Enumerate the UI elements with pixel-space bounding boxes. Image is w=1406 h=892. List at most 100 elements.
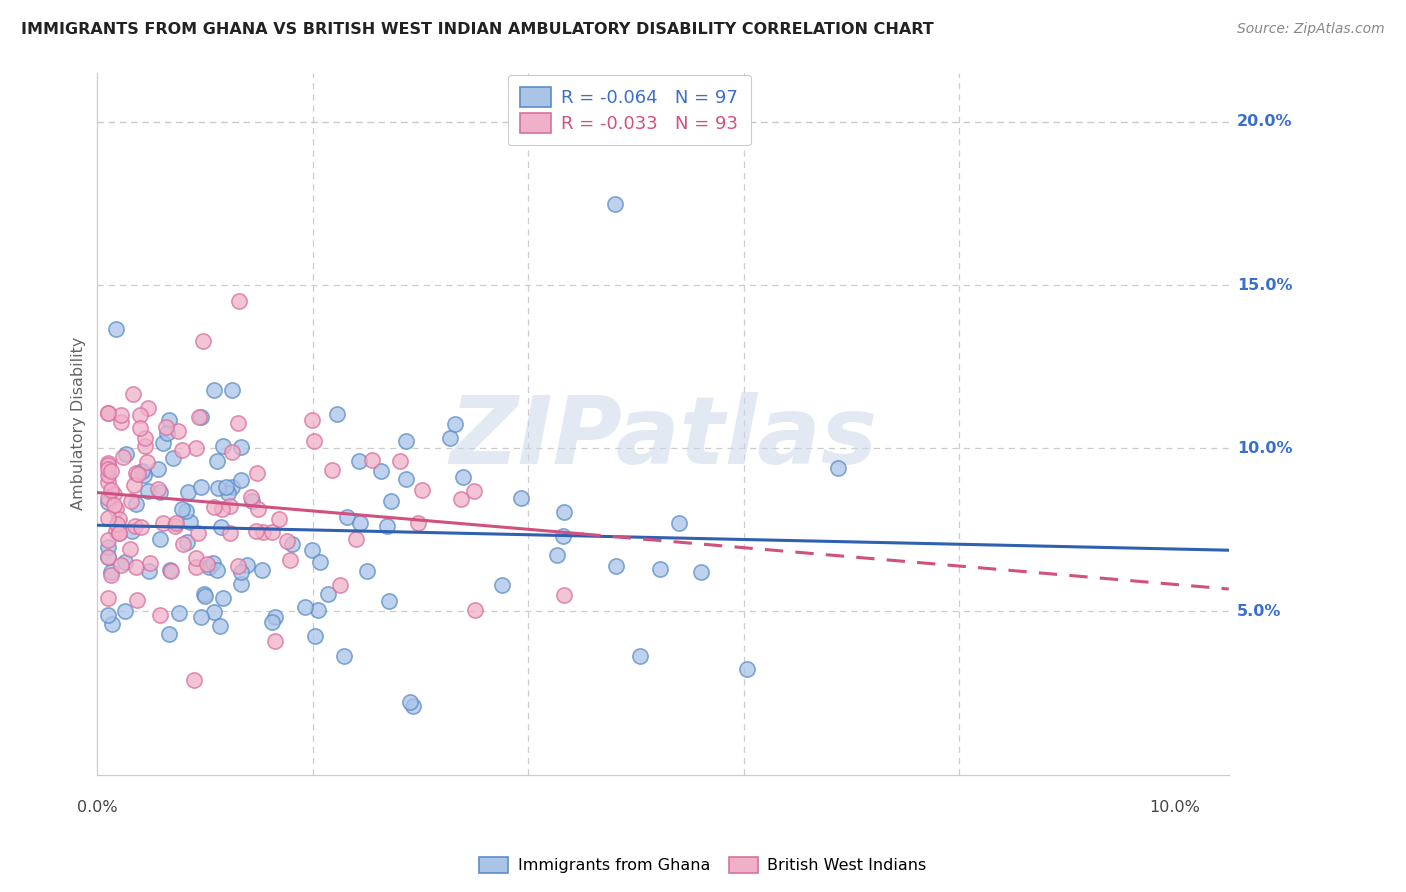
Point [228, 294, 250, 309]
Point [184, 560, 207, 574]
Point [157, 627, 180, 641]
Point [205, 454, 228, 468]
Point [294, 599, 316, 614]
Point [97, 458, 120, 472]
Point [127, 467, 149, 482]
Point [211, 439, 233, 453]
Point [236, 558, 259, 572]
Point [176, 534, 198, 549]
Text: 15.0%: 15.0% [1237, 277, 1292, 293]
Point [406, 516, 429, 530]
Point [97, 550, 120, 565]
Point [125, 560, 148, 574]
Point [464, 603, 486, 617]
Point [208, 619, 231, 633]
Point [668, 516, 690, 530]
Point [193, 587, 215, 601]
Point [551, 529, 574, 543]
Point [97, 550, 120, 565]
Point [247, 501, 270, 516]
Point [165, 516, 187, 531]
Point [264, 633, 287, 648]
Point [229, 566, 252, 580]
Point [307, 603, 329, 617]
Point [229, 473, 252, 487]
Point [344, 532, 367, 546]
Legend: R = -0.064   N = 97, R = -0.033   N = 93: R = -0.064 N = 97, R = -0.033 N = 93 [508, 75, 751, 145]
Point [100, 483, 122, 498]
Point [336, 510, 359, 524]
Point [124, 478, 146, 492]
Point [159, 563, 181, 577]
Point [166, 424, 188, 438]
Point [148, 483, 170, 497]
Point [115, 447, 138, 461]
Point [737, 662, 759, 676]
Point [188, 410, 211, 425]
Point [231, 440, 253, 454]
Point [378, 594, 401, 608]
Point [125, 466, 148, 480]
Point [443, 417, 465, 432]
Point [97, 591, 120, 605]
Point [375, 519, 398, 533]
Point [221, 481, 243, 495]
Point [221, 384, 243, 398]
Point [136, 401, 159, 416]
Point [131, 464, 153, 478]
Point [278, 553, 301, 567]
Point [402, 698, 425, 713]
Point [333, 648, 356, 663]
Point [226, 416, 249, 430]
Point [605, 558, 627, 573]
Point [128, 408, 150, 422]
Point [361, 453, 384, 467]
Point [125, 497, 148, 511]
Point [104, 502, 127, 516]
Point [152, 436, 174, 450]
Point [103, 486, 125, 500]
Point [264, 610, 287, 624]
Point [186, 441, 208, 455]
Point [139, 557, 162, 571]
Point [240, 490, 263, 504]
Point [122, 387, 145, 401]
Point [219, 500, 242, 514]
Point [157, 413, 180, 427]
Point [207, 481, 229, 495]
Point [349, 516, 371, 530]
Point [110, 415, 132, 429]
Point [97, 494, 120, 508]
Text: 5.0%: 5.0% [1237, 604, 1281, 619]
Point [100, 566, 122, 580]
Point [160, 564, 183, 578]
Point [134, 439, 156, 453]
Y-axis label: Ambulatory Disability: Ambulatory Disability [72, 337, 86, 510]
Point [329, 578, 352, 592]
Point [170, 502, 193, 516]
Point [107, 517, 129, 532]
Point [195, 557, 218, 571]
Point [301, 542, 323, 557]
Point [276, 534, 298, 549]
Point [97, 607, 120, 622]
Point [162, 450, 184, 465]
Point [128, 421, 150, 435]
Point [628, 649, 651, 664]
Point [97, 540, 120, 554]
Point [104, 524, 127, 539]
Text: 10.0%: 10.0% [1150, 799, 1201, 814]
Point [108, 512, 131, 526]
Point [281, 537, 304, 551]
Point [326, 408, 349, 422]
Point [491, 578, 513, 592]
Point [190, 610, 212, 624]
Point [149, 608, 172, 623]
Point [451, 469, 474, 483]
Legend: Immigrants from Ghana, British West Indians: Immigrants from Ghana, British West Indi… [472, 850, 934, 880]
Point [135, 455, 157, 469]
Point [463, 483, 485, 498]
Point [439, 431, 461, 445]
Point [194, 589, 217, 603]
Point [114, 555, 136, 569]
